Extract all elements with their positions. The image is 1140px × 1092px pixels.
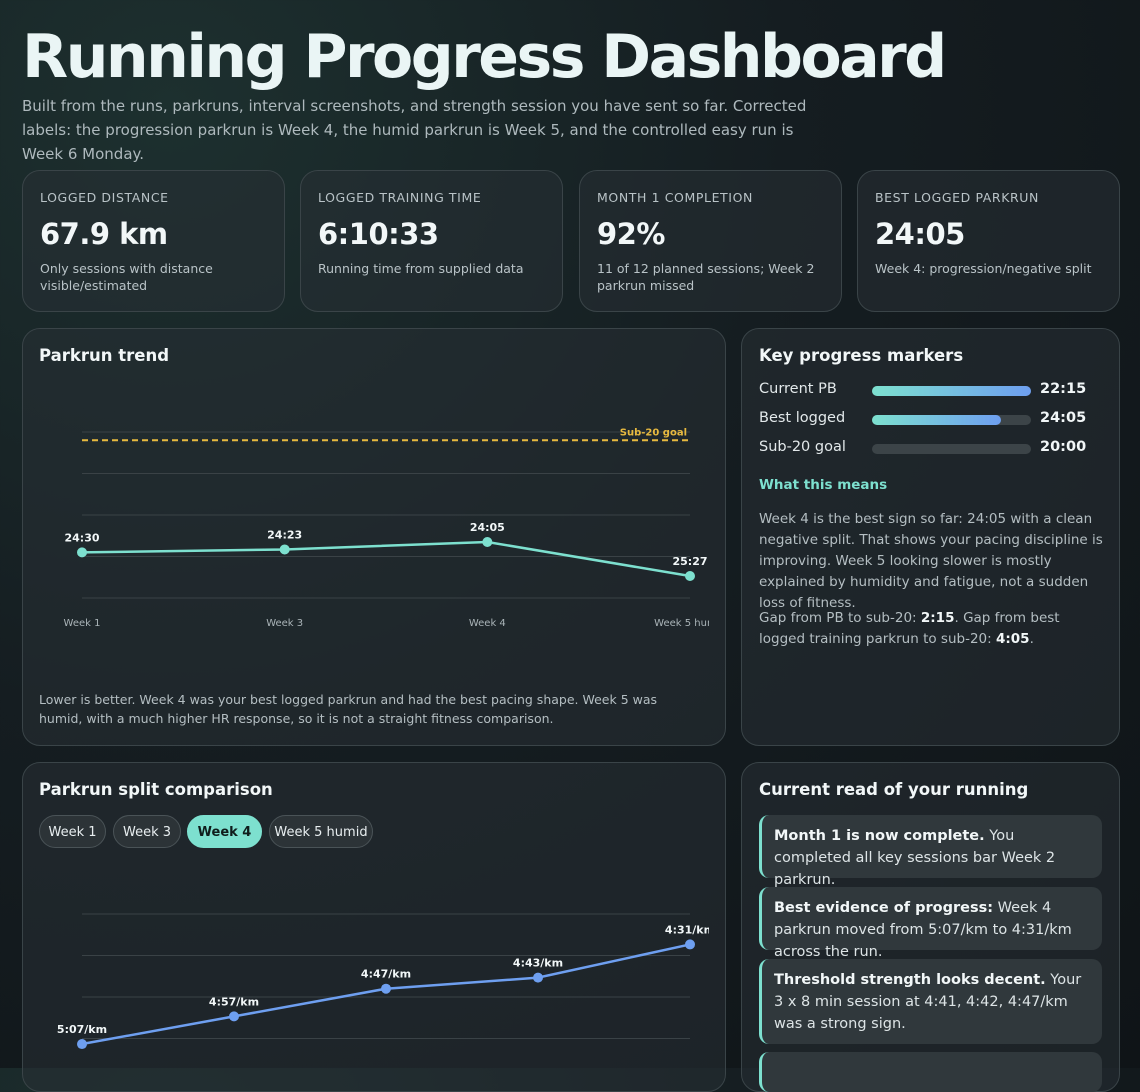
paragraph: Gap from PB to sub-20: 2:15. Gap from be… (759, 608, 1104, 650)
tab-button[interactable]: Week 3 (113, 815, 181, 848)
chart-note: Lower is better. Week 4 was your best lo… (39, 692, 658, 726)
data-point (685, 571, 695, 582)
trend-chart: Sub-20 goal Week 1 Week 3 Week 4 Week 5 humi… (64, 427, 709, 629)
stat-note: Week 4: progression/negative split (875, 261, 1092, 276)
item-lead: Best evidence of progress: (774, 900, 994, 916)
tab-button[interactable]: Week 4 (187, 815, 262, 848)
title: Running Progress Dashboard (22, 22, 947, 92)
data-point (685, 939, 695, 950)
read-item: Month 1 is now complete. You completed a… (759, 815, 1102, 888)
marker-track (872, 386, 1031, 396)
data-label: 24:05 (470, 521, 505, 534)
data-point (482, 536, 493, 547)
data-point (533, 972, 543, 983)
stat-label: LOGGED TRAINING TIME (318, 190, 482, 205)
data-label: 4:43/km (513, 957, 563, 970)
panel-title: Parkrun split comparison (39, 780, 273, 799)
subtitle: Built from the runs, parkruns, interval … (22, 97, 807, 163)
data-point (77, 547, 87, 558)
goal-label: Sub-20 goal (620, 427, 687, 438)
item-lead: Month 1 is now complete. (774, 828, 985, 844)
text-part: . Gap from best logged training parkrun … (759, 610, 1060, 647)
panel-title: Parkrun trend (39, 346, 170, 365)
stat-note: Running time from supplied data (318, 261, 524, 276)
data-point (77, 1039, 87, 1050)
stat-label: MONTH 1 COMPLETION (597, 190, 753, 205)
split-chart: 5:07/km 4:57/km 4:47/km 4:43/km 4:31/km (57, 913, 709, 1050)
read-item (759, 1052, 1102, 1092)
text-part: 4:05 (995, 631, 1030, 647)
marker-label: Best logged (759, 410, 846, 426)
marker-track (872, 444, 1031, 454)
paragraph: Week 4 is the best sign so far: 24:05 wi… (759, 511, 1103, 611)
stat-card: LOGGED TRAINING TIME 6:10:33 Running time … (300, 170, 563, 312)
marker-value: 22:15 (1040, 381, 1087, 397)
data-label: 5:07/km (57, 1023, 107, 1036)
stat-label: BEST LOGGED PARKRUN (875, 190, 1039, 205)
read-item: Threshold strength looks decent. Your 3 … (759, 959, 1102, 1044)
x-tick-label: Week 5 humid (654, 618, 709, 629)
read-item: Best evidence of progress: Week 4 parkru… (759, 887, 1102, 960)
stat-card: LOGGED DISTANCE 67.9 km Only sessions with… (22, 170, 285, 312)
data-point (279, 544, 290, 555)
text-part: Gap from PB to sub-20: (759, 610, 921, 626)
marker-bar (872, 386, 1031, 396)
item-text: Week 4 parkrun moved from 5:07/km to 4:3… (774, 900, 1072, 960)
panel-title: Current read of your running (759, 780, 1029, 799)
data-point (229, 1011, 239, 1022)
item-text: Your 3 x 8 min session at 4:41, 4:42, 4:… (774, 972, 1082, 1032)
data-line (81, 943, 691, 1046)
stat-label: LOGGED DISTANCE (40, 190, 169, 205)
marker-label: Sub-20 goal (759, 439, 846, 455)
section-heading: What this means (759, 477, 888, 493)
text-part: 2:15 (920, 610, 955, 626)
data-line (81, 540, 691, 578)
data-label: 24:23 (267, 528, 302, 541)
stat-value: 6:10:33 (318, 217, 439, 251)
stat-value: 67.9 km (40, 217, 168, 251)
data-label: 24:30 (64, 531, 99, 544)
tab-button[interactable]: Week 5 humid (269, 815, 373, 848)
stat-card: BEST LOGGED PARKRUN 24:05 Week 4: progress… (857, 170, 1120, 312)
data-label: 25:27 (672, 555, 707, 568)
trend-panel (22, 328, 726, 746)
markers-panel (741, 328, 1120, 746)
marker-value: 24:05 (1040, 410, 1087, 426)
x-tick-label: Week 4 (469, 618, 506, 629)
tab-button[interactable]: Week 1 (39, 815, 106, 848)
stat-note: Only sessions with distance visible/esti… (40, 261, 213, 293)
x-tick-label: Week 1 (64, 618, 101, 629)
stat-card: MONTH 1 COMPLETION 92% 11 of 12 planned se… (579, 170, 842, 312)
panel-title: Key progress markers (759, 346, 964, 365)
marker-label: Current PB (759, 381, 837, 397)
stat-note: 11 of 12 planned sessions; Week 2 parkru… (597, 261, 815, 293)
text-part: . (1029, 631, 1034, 647)
stat-value: 92% (597, 217, 665, 251)
data-label: 4:31/km (665, 923, 709, 936)
marker-value: 20:00 (1040, 439, 1087, 455)
data-label: 4:47/km (361, 968, 411, 981)
data-label: 4:57/km (209, 995, 259, 1008)
item-lead: Threshold strength looks decent. (774, 972, 1046, 988)
marker-track (872, 415, 1031, 425)
stat-value: 24:05 (875, 217, 965, 251)
data-point (381, 983, 391, 994)
item-text: You completed all key sessions bar Week … (774, 828, 1056, 888)
marker-bar (872, 415, 1001, 425)
x-tick-label: Week 3 (266, 618, 303, 629)
